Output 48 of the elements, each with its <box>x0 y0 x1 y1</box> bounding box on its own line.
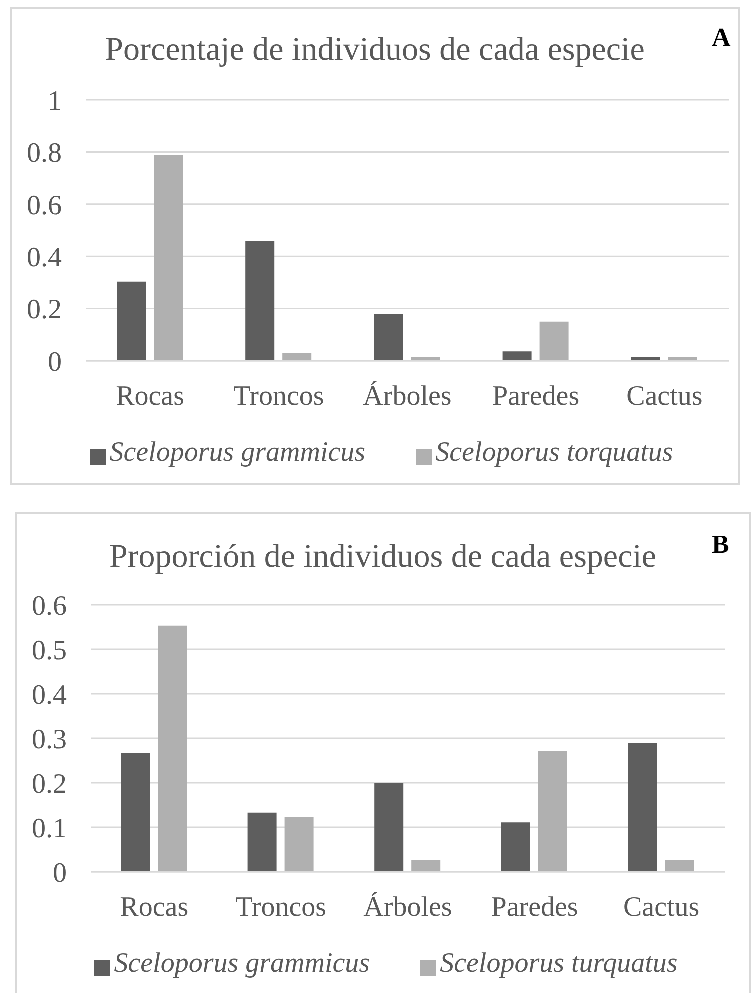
y-tick-label: 0 <box>48 346 62 378</box>
bar <box>374 783 404 872</box>
y-tick-label: 0.2 <box>32 768 67 800</box>
x-tick-label: Cactus <box>623 892 700 923</box>
x-tick-label: Rocas <box>116 380 185 412</box>
x-tick-label: Paredes <box>491 892 578 923</box>
legend-label: Sceloporus grammicus <box>110 437 366 468</box>
x-tick-label: Troncos <box>234 380 324 412</box>
y-tick-label: 0.3 <box>32 724 67 756</box>
x-tick-label: Cactus <box>626 380 703 412</box>
bar <box>540 322 569 361</box>
bar <box>117 282 146 361</box>
x-tick-label: Árboles <box>364 890 452 923</box>
bar <box>538 750 568 872</box>
bar <box>246 240 275 361</box>
bar <box>248 812 277 872</box>
bar <box>412 860 441 872</box>
bar <box>154 155 183 361</box>
bar <box>284 817 314 872</box>
legend-label: Sceloporus torquatus <box>436 437 674 468</box>
y-tick-label: 0.8 <box>27 138 62 170</box>
text: B <box>712 530 730 560</box>
bar <box>121 753 150 872</box>
y-tick-label: 0.4 <box>32 680 67 711</box>
bar <box>502 352 532 361</box>
y-tick-label: 0.2 <box>27 294 62 326</box>
x-tick-label: Troncos <box>236 892 327 923</box>
x-tick-label: Paredes <box>492 380 580 412</box>
y-tick-label: 0.5 <box>32 635 67 666</box>
y-tick-label: 0.6 <box>27 190 62 222</box>
y-tick-label: 0.1 <box>32 813 67 844</box>
bar <box>665 860 694 872</box>
bar <box>282 353 312 361</box>
legend-label: Sceloporus turquatus <box>440 948 678 979</box>
bar <box>374 314 404 361</box>
y-tick-label: 0.6 <box>32 590 67 622</box>
y-tick-label: 0.4 <box>27 242 62 274</box>
chart-title: Porcentaje de individuos de cada especie <box>105 32 645 68</box>
x-tick-label: Árboles <box>363 380 452 412</box>
bar <box>628 742 658 872</box>
bar <box>158 626 187 872</box>
x-tick-label: Rocas <box>120 892 189 923</box>
chart-title: Proporción de individuos de cada especie <box>109 539 657 575</box>
y-tick-label: 0 <box>53 858 67 889</box>
y-tick-label: 1 <box>48 86 62 117</box>
legend-label: Sceloporus grammicus <box>114 948 370 979</box>
bar <box>501 822 530 872</box>
text: A <box>712 23 731 53</box>
